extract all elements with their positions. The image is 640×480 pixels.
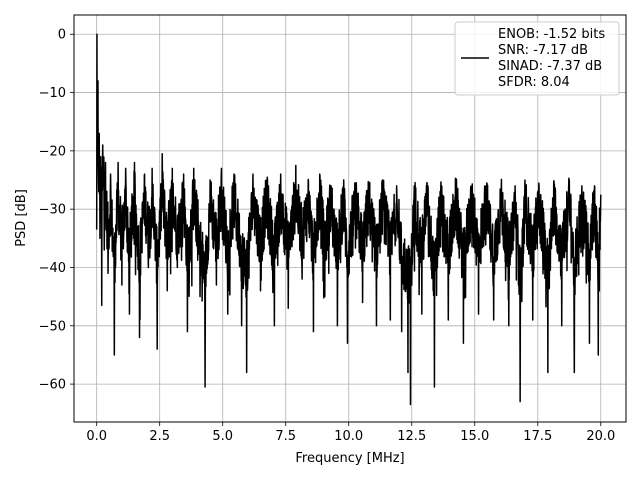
x-tick-label: 12.5 [397, 429, 426, 444]
x-tick-label: 15.0 [460, 429, 489, 444]
x-axis-label: Frequency [MHz] [295, 451, 404, 466]
x-tick-label: 20.0 [586, 429, 615, 444]
y-tick-label: −20 [39, 144, 66, 159]
y-tick-label: −60 [39, 378, 66, 393]
legend-enob: ENOB: -1.52 bits [498, 27, 605, 42]
legend-sfdr: SFDR: 8.04 [498, 75, 570, 90]
x-tick-label: 10.0 [334, 429, 363, 444]
x-tick-label: 2.5 [149, 429, 170, 444]
x-tick-label: 17.5 [523, 429, 552, 444]
y-tick-label: 0 [58, 28, 66, 43]
legend: ENOB: -1.52 bits SNR: -7.17 dB SINAD: -7… [454, 21, 620, 96]
x-axis-ticks: 0.0 2.5 5.0 7.5 10.0 12.5 15.0 17.5 20.0 [86, 422, 615, 444]
x-tick-label: 7.5 [275, 429, 296, 444]
y-tick-label: −30 [39, 203, 66, 218]
legend-snr: SNR: -7.17 dB [498, 43, 588, 58]
y-tick-label: −10 [39, 86, 66, 101]
plot-area [95, 33, 602, 406]
x-tick-label: 0.0 [86, 429, 107, 444]
axes-frame [73, 14, 627, 423]
legend-box [454, 21, 620, 96]
legend-sinad: SINAD: -7.37 dB [498, 59, 602, 74]
y-tick-label: −50 [39, 319, 66, 334]
y-axis-label: PSD [dB] [14, 189, 29, 247]
x-tick-label: 5.0 [212, 429, 233, 444]
y-axis-ticks: 0 −10 −20 −30 −40 −50 −60 [39, 28, 74, 393]
y-tick-label: −40 [39, 261, 66, 276]
psd-series-line [95, 33, 602, 406]
